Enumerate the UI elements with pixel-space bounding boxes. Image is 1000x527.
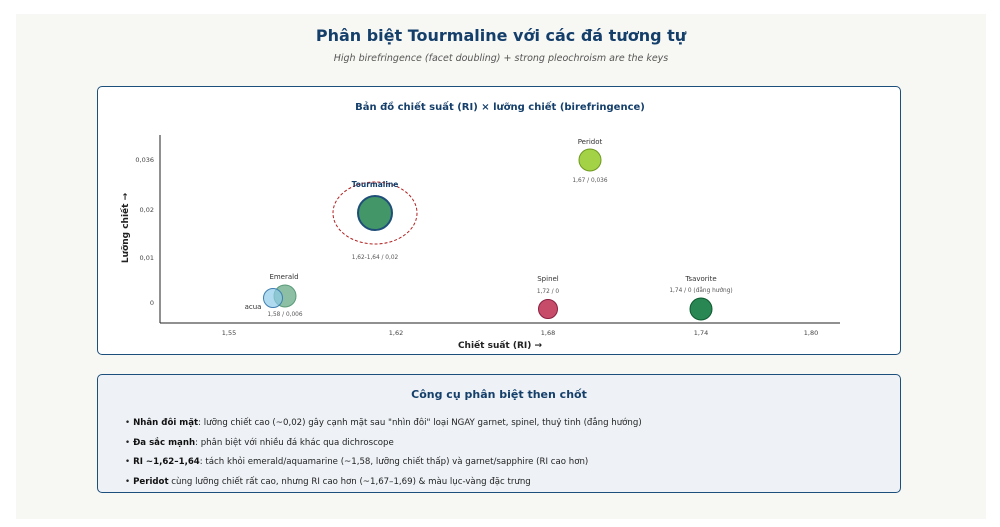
x-tick-label: 1,68	[541, 329, 555, 337]
item-text: : lưỡng chiết cao (~0,02) gây cạnh mặt s…	[198, 418, 642, 428]
bullet: •	[125, 437, 131, 448]
list-item: • Nhân đôi mặt: lưỡng chiết cao (~0,02) g…	[125, 417, 642, 437]
bullet: •	[125, 418, 131, 428]
point-value-peridot: 1,67 / 0,036	[572, 178, 607, 184]
point-spinel	[538, 299, 558, 319]
point-name-acua: acua	[245, 303, 262, 311]
point-value-spinel: 1,72 / 0	[537, 289, 560, 295]
point-name-peridot: Peridot	[578, 138, 603, 146]
y-tick-label: 0,01	[140, 254, 154, 262]
list-item: • RI ~1,62–1,64: tách khỏi emerald/aquama…	[125, 456, 642, 476]
item-keyword: Đa sắc mạnh	[133, 437, 196, 448]
point-name-spinel: Spinel	[537, 275, 559, 283]
bullet: •	[125, 476, 131, 487]
y-tick-label: 0,036	[135, 156, 154, 164]
point-name-emerald: Emerald	[269, 273, 298, 281]
item-text: cùng lưỡng chiết rất cao, nhưng RI cao h…	[168, 476, 531, 487]
point-value-emerald: 1,58 / 0,006	[267, 312, 302, 318]
y-tick-label: 0	[150, 299, 154, 307]
x-tick-label: 1,62	[389, 329, 403, 337]
item-keyword: RI ~1,62–1,64	[133, 457, 200, 467]
page-title: Phân biệt Tourmaline với các đá tương tự	[315, 26, 687, 45]
point-value-tsavorite: 1,74 / 0 (đẳng hướng)	[669, 287, 732, 294]
page: Phân biệt Tourmaline với các đá tương tự…	[16, 14, 986, 519]
x-tick-label: 1,74	[694, 329, 708, 337]
list-item: • Đa sắc mạnh: phân biệt với nhiều đá khá…	[125, 437, 642, 457]
ri-birefringence-chart: Bản đồ chiết suất (RI) × lưỡng chiết (bi…	[120, 100, 840, 351]
y-tick-label: 0,02	[140, 206, 154, 214]
item-keyword: Peridot	[133, 476, 169, 487]
point-peridot	[578, 148, 602, 172]
page-subtitle: High birefringence (facet doubling) + st…	[333, 53, 669, 64]
chart-title: Bản đồ chiết suất (RI) × lưỡng chiết (bi…	[355, 100, 645, 113]
x-tick-label: 1,80	[804, 329, 818, 337]
tools-card: Công cụ phân biệt then chốt • Nhân đôi mặ…	[97, 374, 901, 493]
point-name-tsavorite: Tsavorite	[684, 275, 716, 283]
item-text: : tách khỏi emerald/aquamarine (~1,58, l…	[199, 457, 589, 467]
chart-card: Bản đồ chiết suất (RI) × lưỡng chiết (bi…	[97, 86, 901, 355]
point-tourmaline	[357, 195, 393, 231]
point-acua	[263, 288, 283, 308]
tools-title: Công cụ phân biệt then chốt	[411, 388, 587, 401]
item-text: : phân biệt với nhiều đá khác qua dichro…	[195, 437, 394, 448]
y-axis-label: Lưỡng chiết →	[120, 192, 131, 263]
bullet: •	[125, 457, 131, 467]
x-tick-label: 1,55	[222, 329, 236, 337]
point-value-tourmaline: 1,62-1,64 / 0,02	[352, 255, 399, 261]
item-keyword: Nhân đôi mặt	[133, 418, 199, 428]
list-item: • Peridot cùng lưỡng chiết rất cao, nhưng…	[125, 476, 642, 496]
point-tsavorite	[689, 297, 713, 321]
point-name-tourmaline: Tourmaline	[352, 180, 399, 189]
highlight-ring	[332, 181, 418, 245]
tools-list: • Nhân đôi mặt: lưỡng chiết cao (~0,02) g…	[125, 417, 642, 495]
x-axis-label: Chiết suất (RI) →	[458, 340, 543, 351]
